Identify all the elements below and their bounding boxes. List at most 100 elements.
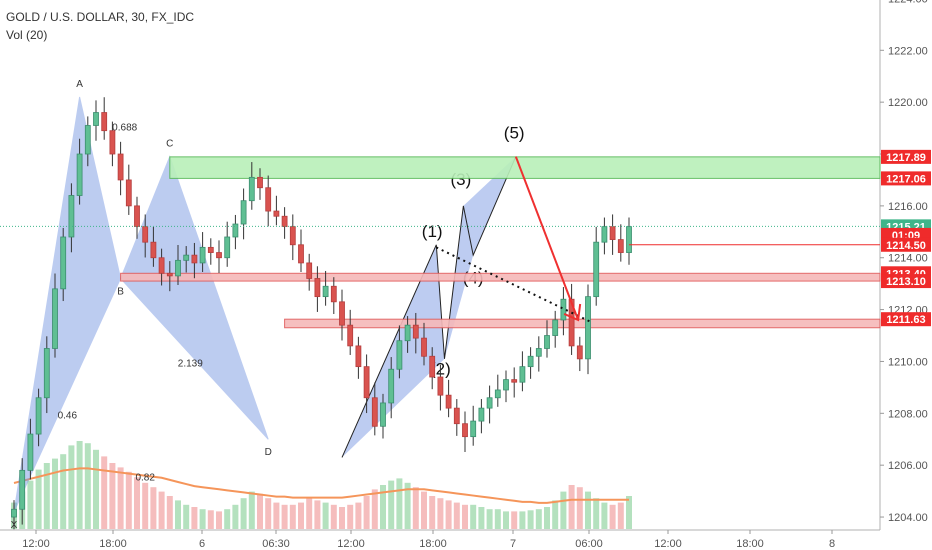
volume-bar [412, 487, 419, 529]
volume-bar [289, 504, 296, 529]
volume-bar [330, 504, 337, 529]
candle-body [355, 345, 362, 368]
volume-bar [437, 498, 444, 529]
candle-body [453, 407, 460, 425]
candle-body [535, 348, 542, 357]
volume-bar [478, 507, 485, 529]
y-tick-label: 1214.00 [888, 253, 928, 265]
price-axis-label: 1213.10 [886, 276, 926, 288]
candle-body [371, 397, 378, 427]
candle-body [527, 355, 534, 368]
price-axis-label: 1217.89 [886, 152, 926, 164]
volume-bar [60, 454, 67, 529]
candle-body [109, 130, 116, 155]
y-tick-label: 1216.00 [888, 201, 928, 213]
volume-bar [52, 458, 58, 529]
volume-bar [216, 511, 222, 529]
candle-body [494, 389, 501, 399]
candle-body [363, 366, 370, 399]
volume-bar [101, 456, 108, 529]
volume-bar [396, 478, 403, 529]
price-axis-label: 1217.06 [886, 173, 926, 185]
volume-bar [568, 485, 575, 529]
volume-bar [527, 510, 534, 529]
candle-body [281, 215, 288, 228]
volume-bar [158, 491, 165, 529]
candle-body [486, 397, 493, 409]
volume-bar [298, 502, 304, 529]
volume-bar [380, 485, 386, 529]
wave-label: (5) [504, 123, 525, 142]
candle-body [412, 324, 419, 339]
volume-bar [175, 500, 181, 529]
volume-bar [240, 498, 247, 529]
y-tick-label: 1224.00 [888, 0, 928, 5]
candle-body [19, 469, 26, 510]
volume-bar [150, 487, 157, 529]
candle-body [60, 236, 67, 290]
candle-body [84, 125, 91, 155]
candle-body [117, 153, 124, 181]
candle-body [609, 226, 616, 240]
x-tick-label: 06:30 [262, 538, 290, 550]
candle-body [257, 176, 263, 189]
candle-body [404, 324, 411, 342]
harmonic-point-label: D [265, 447, 272, 458]
harmonic-point-label: C [166, 139, 173, 150]
wave-label: (1) [422, 222, 443, 241]
volume-bar [552, 500, 559, 529]
candle-body [511, 379, 518, 383]
volume-bar [371, 489, 378, 529]
volume-bar [585, 491, 591, 529]
candle-body [396, 340, 403, 370]
candle-body [166, 272, 173, 277]
volume-bar [117, 467, 124, 529]
candle-body [232, 223, 239, 238]
volume-bar [93, 449, 99, 529]
x-tick-label: 8 [829, 538, 835, 550]
candle-body [273, 210, 280, 217]
candle-body [503, 379, 509, 391]
candle-body [478, 407, 485, 422]
price-axis-label-box [881, 274, 931, 289]
candle-body [314, 278, 321, 298]
candle-body [125, 179, 132, 207]
volume-bar [421, 491, 427, 529]
trendline [435, 246, 593, 324]
candle-body [462, 423, 468, 438]
volume-bar [355, 502, 362, 529]
volume-bar [462, 504, 468, 529]
candle-body [43, 348, 50, 399]
volume-indicator-label: Vol (20) [6, 28, 48, 42]
candle-body [437, 376, 444, 396]
y-tick-label: 1208.00 [888, 408, 928, 420]
volume-bar [404, 482, 411, 529]
x-tick-label: 7 [510, 538, 516, 550]
ratio-label: 2.139 [178, 359, 203, 370]
volume-bar [281, 504, 288, 529]
candle-body [158, 257, 165, 274]
symbol-title: GOLD / U.S. DOLLAR, 30, FX_IDC [6, 10, 195, 24]
volume-bar [617, 502, 624, 529]
y-tick-label: 1222.00 [888, 45, 928, 57]
volume-bar [511, 511, 518, 529]
volume-bar [125, 471, 132, 529]
candle-body [93, 112, 99, 126]
candle-body [322, 285, 329, 298]
projection-arrow-head [563, 303, 582, 322]
volume-bar [68, 445, 75, 529]
volume-bar [27, 480, 34, 529]
volume-bar [388, 480, 395, 529]
candle-body [134, 205, 140, 228]
volume-bar [322, 502, 329, 529]
volume-bar [76, 441, 83, 529]
volume-bar [339, 507, 345, 529]
candle-body [207, 246, 214, 253]
volume-bar [503, 511, 509, 529]
ratio-label: 0.46 [58, 411, 78, 422]
volume-bar [273, 502, 280, 529]
price-axis-label-box [881, 171, 931, 186]
x-tick-label: 12:00 [22, 538, 50, 550]
wave-triangle-3 [463, 156, 516, 256]
